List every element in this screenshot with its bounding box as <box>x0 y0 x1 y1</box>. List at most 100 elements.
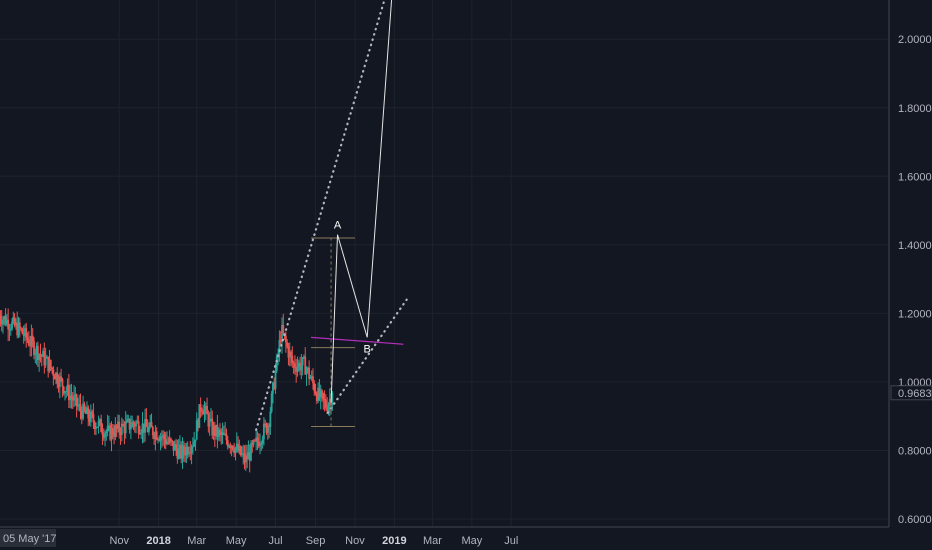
candle-body <box>149 422 152 427</box>
candle-body <box>108 425 110 427</box>
candle-body <box>186 446 189 455</box>
candle-body <box>296 366 299 372</box>
candle-body <box>140 432 143 434</box>
candle-body <box>294 363 296 369</box>
candle-body <box>272 382 274 394</box>
projection-path[interactable] <box>330 0 397 403</box>
candle-body <box>260 443 263 445</box>
candle-body <box>145 419 148 427</box>
candle-body <box>157 439 159 441</box>
candle-body <box>127 418 130 420</box>
candle-body <box>61 378 64 387</box>
candle-body <box>35 345 38 354</box>
candle-body <box>106 426 109 432</box>
y-tick-label: 1.4000 <box>898 240 932 252</box>
candle-body <box>27 339 30 346</box>
candle-body <box>82 403 84 419</box>
candle-body <box>261 439 264 444</box>
candle-body <box>194 439 197 442</box>
candle-body <box>299 362 301 371</box>
candle-body <box>67 384 70 401</box>
candle-body <box>22 333 25 336</box>
x-tick-label: May <box>461 535 482 547</box>
candle-body <box>163 434 166 440</box>
candle-body <box>84 410 87 414</box>
candle-body <box>221 432 224 436</box>
candle-body <box>263 423 265 440</box>
candle-body <box>171 440 174 442</box>
candle-body <box>101 432 104 435</box>
candle-body <box>188 452 190 455</box>
candle-body <box>38 354 41 360</box>
x-tick-label: 2019 <box>382 535 406 547</box>
candle-body <box>119 431 122 436</box>
candle-body <box>62 386 65 394</box>
candle-body <box>150 422 153 428</box>
candle-body <box>176 449 179 459</box>
candle-body <box>105 431 108 434</box>
candle-body <box>212 425 215 436</box>
candle-body <box>270 393 273 412</box>
candle-body <box>88 418 91 423</box>
candle-body <box>44 358 47 366</box>
candle-body <box>13 317 16 326</box>
candle-body <box>135 422 137 427</box>
candle-body <box>128 418 131 430</box>
candle-body <box>75 394 78 406</box>
dotted-lower-channel[interactable] <box>326 298 408 414</box>
candle-body <box>288 351 291 358</box>
last-price-label: 0.9683 <box>898 388 932 400</box>
candle-body <box>319 390 322 398</box>
candle-body <box>233 449 236 454</box>
candle-body <box>173 444 176 451</box>
x-tick-label: May <box>226 535 247 547</box>
candle-body <box>151 427 154 436</box>
candle-body <box>182 445 185 453</box>
candle-body <box>215 424 218 436</box>
candle-body <box>60 376 63 379</box>
trendline-horizontal-resistance[interactable] <box>311 336 404 345</box>
candle-body <box>282 325 285 334</box>
candle-body <box>0 320 3 325</box>
candle-body <box>312 376 314 384</box>
candle-body <box>246 455 249 460</box>
candle-body <box>256 437 259 442</box>
candle-body <box>199 404 202 411</box>
candle-body <box>185 446 188 456</box>
candle-body <box>181 445 184 459</box>
candle-body <box>195 420 198 440</box>
x-tick-label: Mar <box>187 535 206 547</box>
candle-body <box>29 345 32 347</box>
candle-body <box>255 437 258 441</box>
candle-body <box>18 322 21 329</box>
candle-body <box>111 428 114 436</box>
candle-body <box>123 425 126 434</box>
candle-body <box>69 395 72 401</box>
candle-body <box>137 421 140 434</box>
candle-body <box>180 444 183 459</box>
candle-body <box>24 328 26 336</box>
y-tick-label: 0.8000 <box>898 445 932 457</box>
last-price-badge <box>890 385 932 401</box>
candle-body <box>244 455 247 463</box>
candle-body <box>234 447 237 454</box>
candle-body <box>323 398 326 401</box>
candle-body <box>53 375 56 380</box>
candle-body <box>146 426 149 432</box>
y-tick-label: 1.2000 <box>898 308 932 320</box>
candle-body <box>117 421 119 429</box>
wave-point-b: B <box>364 343 371 355</box>
candle-body <box>25 328 28 338</box>
candle-body <box>136 421 139 423</box>
candle-body <box>154 431 157 439</box>
candle-body <box>235 443 238 448</box>
candle-body <box>166 441 168 444</box>
dotted-upper-channel[interactable] <box>255 0 403 431</box>
candle-body <box>191 446 194 448</box>
candle-body <box>241 454 243 456</box>
candle-body <box>122 423 125 426</box>
candle-body <box>167 441 170 443</box>
